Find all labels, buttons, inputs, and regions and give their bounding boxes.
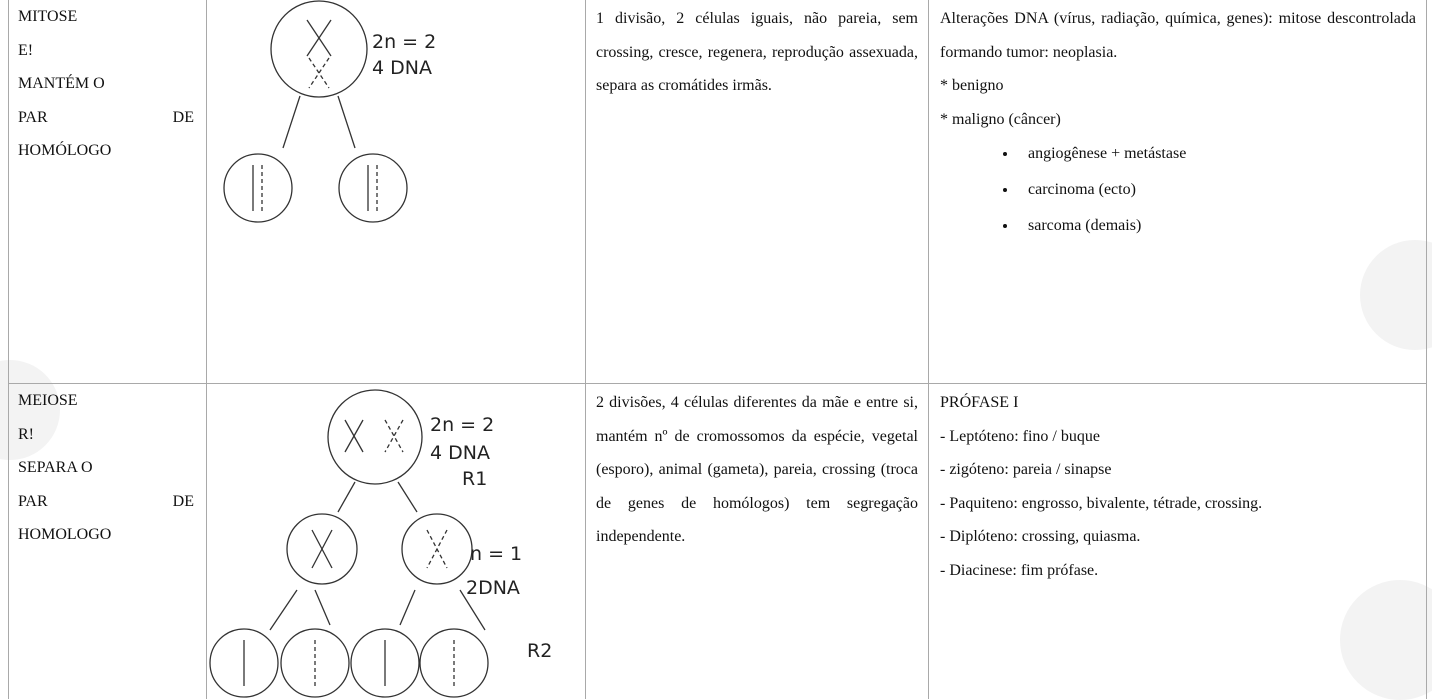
- name-cell: MEIOSE R! SEPARA O PAR DE HOMOLOGO: [18, 384, 194, 552]
- notes-line: - Paquiteno: engrosso, bivalente, tétrad…: [940, 494, 1263, 512]
- description: 1 divisão, 2 células iguais, não pareia,…: [596, 10, 918, 94]
- name-line: PAR DE: [18, 492, 194, 510]
- diagram-label: 2n = 2: [430, 414, 494, 436]
- diagram-label: R1: [462, 468, 487, 490]
- border: [585, 0, 586, 699]
- diagram-label: 4 DNA: [372, 57, 432, 79]
- name-cell: MITOSE E! MANTÉM O PAR DE HOMÓLOGO: [18, 0, 194, 168]
- name-line: MEIOSE: [18, 392, 78, 409]
- mitosis-diagram: 2n = 2 4 DNA: [223, 0, 436, 223]
- description: 2 divisões, 4 células diferentes da mãe …: [596, 394, 918, 545]
- diagram-label: R2: [527, 640, 552, 662]
- bullet: angiogênese + metástase: [1018, 136, 1416, 172]
- name-line: PAR DE: [18, 108, 194, 126]
- border: [8, 0, 9, 699]
- name-line: R!: [18, 425, 34, 443]
- notes-title: PRÓFASE I: [940, 394, 1019, 411]
- notes-line: * maligno (câncer): [940, 110, 1061, 128]
- diagram-label: n = 1: [470, 543, 522, 565]
- notes-line: * benigno: [940, 77, 1004, 94]
- notes-line: - Diacinese: fim prófase.: [940, 561, 1099, 579]
- meiosis-diagram: 2n = 2 4 DNA R1 n = 1 2DNA R2: [209, 389, 552, 698]
- diagram-label: 2DNA: [466, 577, 520, 599]
- name-line: MANTÉM O: [18, 75, 105, 92]
- name-line: SEPARA O: [18, 459, 93, 476]
- border: [206, 0, 207, 699]
- border: [928, 0, 929, 699]
- bullet: sarcoma (demais): [1018, 208, 1416, 244]
- name-line: E!: [18, 41, 34, 59]
- diagram-label: 4 DNA: [430, 442, 490, 464]
- notes-line: - zigóteno: pareia / sinapse: [940, 461, 1112, 478]
- notes-cell: Alterações DNA (vírus, radiação, química…: [940, 2, 1416, 244]
- border: [8, 383, 1426, 384]
- diagram-label: 2n = 2: [372, 31, 436, 53]
- decoration: [1340, 580, 1432, 700]
- name-line: MITOSE: [18, 8, 78, 25]
- border: [1426, 0, 1427, 699]
- bullet-list: angiogênese + metástase carcinoma (ecto)…: [940, 136, 1416, 244]
- bullet: carcinoma (ecto): [1018, 172, 1416, 208]
- notes-cell: PRÓFASE I - Leptóteno: fino / buque - zi…: [940, 386, 1416, 587]
- notes-line: - Leptóteno: fino / buque: [940, 427, 1100, 445]
- name-line: HOMOLOGO: [18, 526, 112, 543]
- name-line: HOMÓLOGO: [18, 142, 112, 159]
- notes-line: - Diplóteno: crossing, quiasma.: [940, 528, 1141, 545]
- notes-intro: Alterações DNA (vírus, radiação, química…: [940, 10, 1416, 61]
